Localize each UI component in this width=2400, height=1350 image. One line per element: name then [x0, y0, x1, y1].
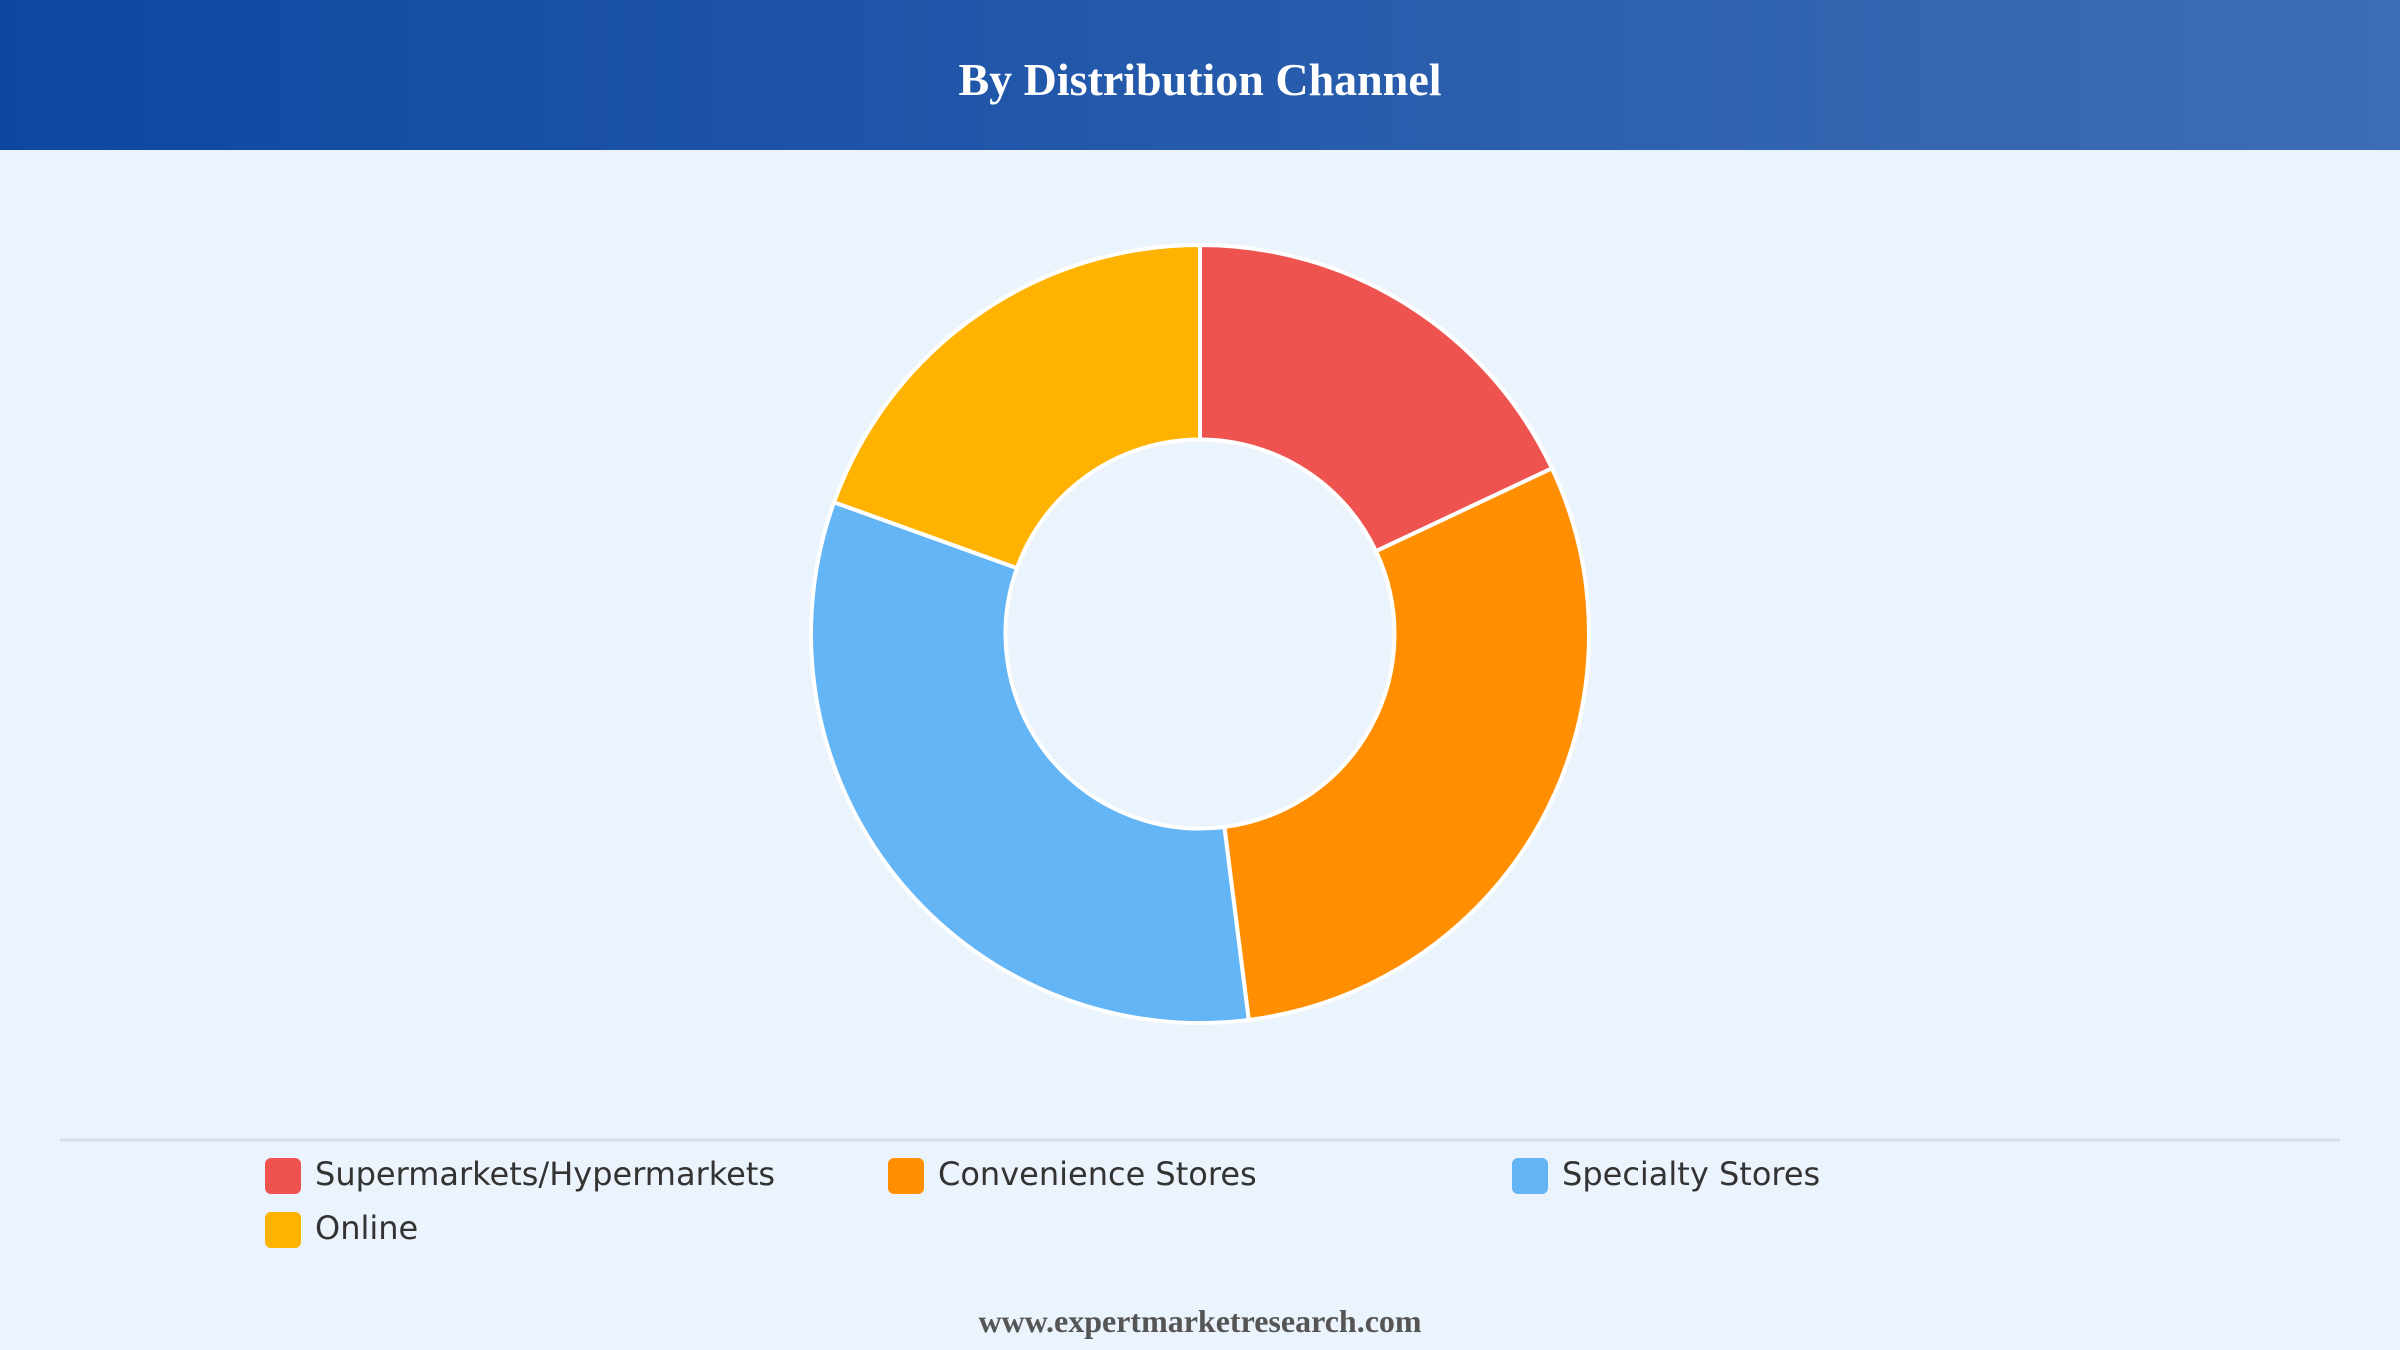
footer-url: www.expertmarketresearch.com — [978, 1303, 1421, 1339]
donut-segment — [809, 499, 1251, 1025]
legend-swatch — [888, 1158, 924, 1194]
legend-label: Specialty Stores — [1562, 1155, 1820, 1193]
legend-swatch — [265, 1212, 301, 1248]
legend-label: Online — [315, 1209, 418, 1247]
header-bar — [0, 0, 2400, 150]
donut-segment — [831, 242, 1202, 571]
donut-segment — [1198, 242, 1555, 554]
chart-title: By Distribution Channel — [958, 54, 1441, 105]
legend-swatch — [1512, 1158, 1548, 1194]
donut-segment — [1222, 465, 1591, 1023]
legend-label: Supermarkets/Hypermarkets — [315, 1155, 775, 1193]
legend-label: Convenience Stores — [938, 1155, 1257, 1193]
legend-swatch — [265, 1158, 301, 1194]
